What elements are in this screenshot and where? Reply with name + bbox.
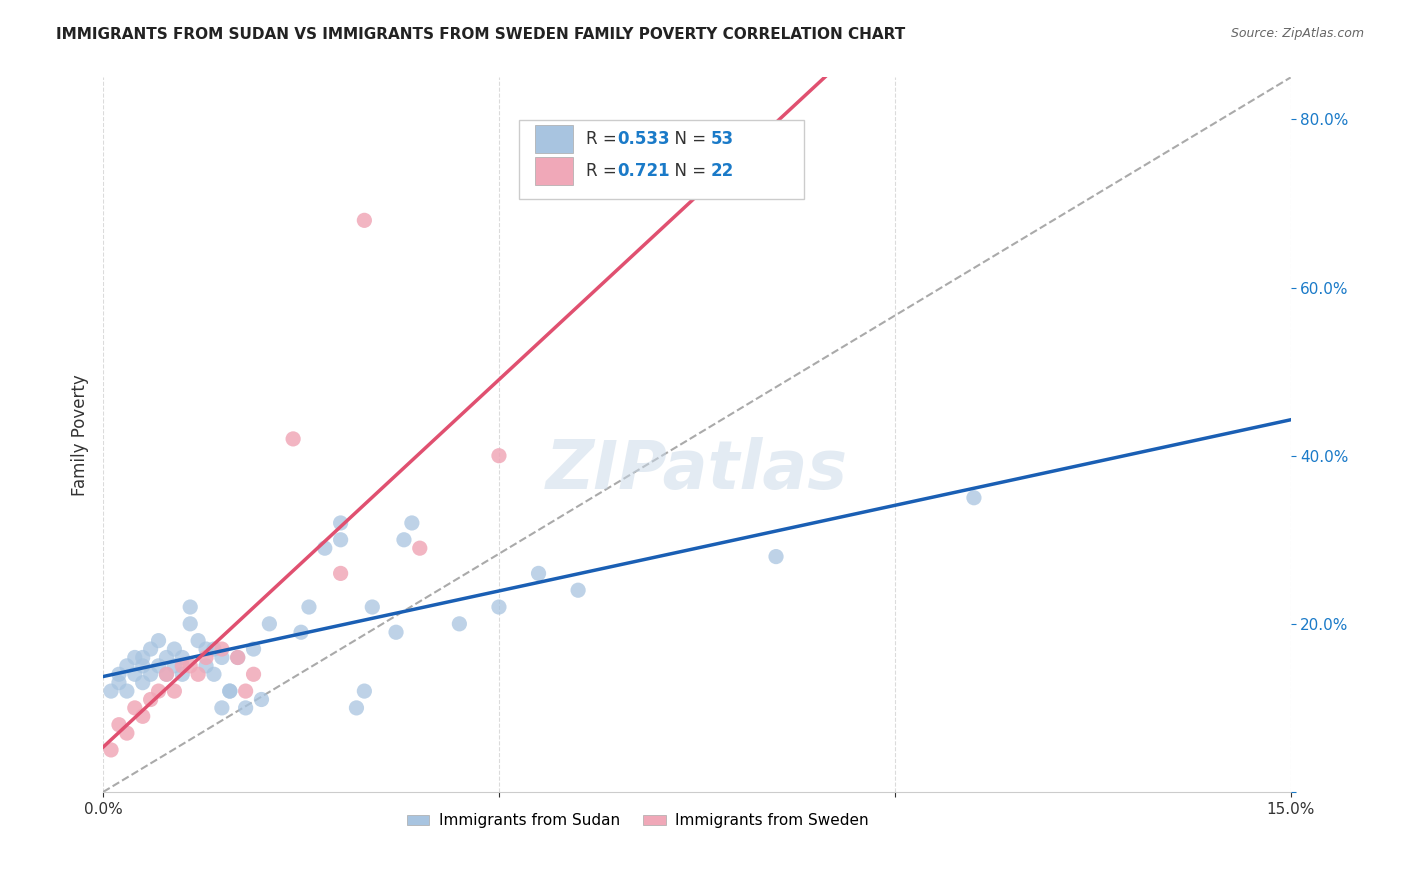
Text: IMMIGRANTS FROM SUDAN VS IMMIGRANTS FROM SWEDEN FAMILY POVERTY CORRELATION CHART: IMMIGRANTS FROM SUDAN VS IMMIGRANTS FROM…: [56, 27, 905, 42]
Point: [148, 658, 170, 673]
Point: [361, 600, 384, 615]
Point: [281, 432, 304, 446]
Point: [115, 658, 138, 673]
Point: [329, 566, 352, 581]
Point: [202, 642, 225, 657]
Point: [155, 650, 177, 665]
Point: [488, 600, 510, 615]
Point: [179, 616, 201, 631]
Y-axis label: Family Poverty: Family Poverty: [72, 374, 89, 496]
Text: 22: 22: [711, 162, 734, 180]
Point: [765, 549, 787, 564]
Point: [353, 213, 375, 227]
Point: [139, 642, 162, 657]
Text: N =: N =: [664, 130, 711, 148]
Point: [235, 684, 257, 698]
Legend: Immigrants from Sudan, Immigrants from Sweden: Immigrants from Sudan, Immigrants from S…: [401, 807, 875, 834]
Point: [187, 633, 209, 648]
Point: [179, 600, 201, 615]
Point: [211, 650, 233, 665]
Point: [211, 642, 233, 657]
Point: [187, 667, 209, 681]
Text: 53: 53: [711, 130, 734, 148]
Point: [132, 709, 155, 723]
Point: [346, 701, 368, 715]
Point: [163, 684, 186, 698]
Point: [108, 667, 131, 681]
Point: [172, 667, 194, 681]
Point: [226, 650, 249, 665]
Text: 0.721: 0.721: [617, 162, 669, 180]
Point: [139, 692, 162, 706]
Text: ZIPatlas: ZIPatlas: [546, 437, 848, 503]
Point: [567, 583, 589, 598]
Point: [163, 658, 186, 673]
Point: [385, 625, 408, 640]
FancyBboxPatch shape: [519, 120, 804, 199]
Point: [100, 684, 122, 698]
Point: [259, 616, 281, 631]
Point: [963, 491, 986, 505]
Point: [211, 701, 233, 715]
Point: [179, 658, 201, 673]
Point: [218, 684, 240, 698]
Point: [132, 650, 155, 665]
Point: [401, 516, 423, 530]
Point: [115, 684, 138, 698]
Text: R =: R =: [586, 130, 623, 148]
Text: N =: N =: [664, 162, 711, 180]
Point: [155, 667, 177, 681]
Text: Source: ZipAtlas.com: Source: ZipAtlas.com: [1230, 27, 1364, 40]
Point: [100, 743, 122, 757]
Point: [124, 667, 146, 681]
Point: [329, 516, 352, 530]
Text: R =: R =: [586, 162, 623, 180]
Point: [409, 541, 432, 556]
Point: [527, 566, 550, 581]
Point: [108, 717, 131, 731]
Point: [449, 616, 471, 631]
Text: 0.533: 0.533: [617, 130, 669, 148]
Point: [155, 667, 177, 681]
Point: [148, 684, 170, 698]
Point: [353, 684, 375, 698]
Point: [488, 449, 510, 463]
Point: [132, 658, 155, 673]
Point: [163, 642, 186, 657]
Point: [195, 658, 218, 673]
Point: [124, 650, 146, 665]
Point: [250, 692, 273, 706]
Point: [195, 642, 218, 657]
Point: [108, 675, 131, 690]
Point: [235, 701, 257, 715]
Point: [172, 650, 194, 665]
Point: [226, 650, 249, 665]
Point: [242, 667, 264, 681]
Point: [148, 633, 170, 648]
Point: [124, 701, 146, 715]
Point: [139, 667, 162, 681]
Point: [290, 625, 312, 640]
Point: [392, 533, 415, 547]
Point: [314, 541, 336, 556]
Point: [195, 650, 218, 665]
Point: [298, 600, 321, 615]
Point: [329, 533, 352, 547]
FancyBboxPatch shape: [536, 157, 574, 186]
Point: [202, 667, 225, 681]
Point: [172, 658, 194, 673]
FancyBboxPatch shape: [536, 125, 574, 153]
Point: [115, 726, 138, 740]
Point: [132, 675, 155, 690]
Point: [218, 684, 240, 698]
Point: [242, 642, 264, 657]
